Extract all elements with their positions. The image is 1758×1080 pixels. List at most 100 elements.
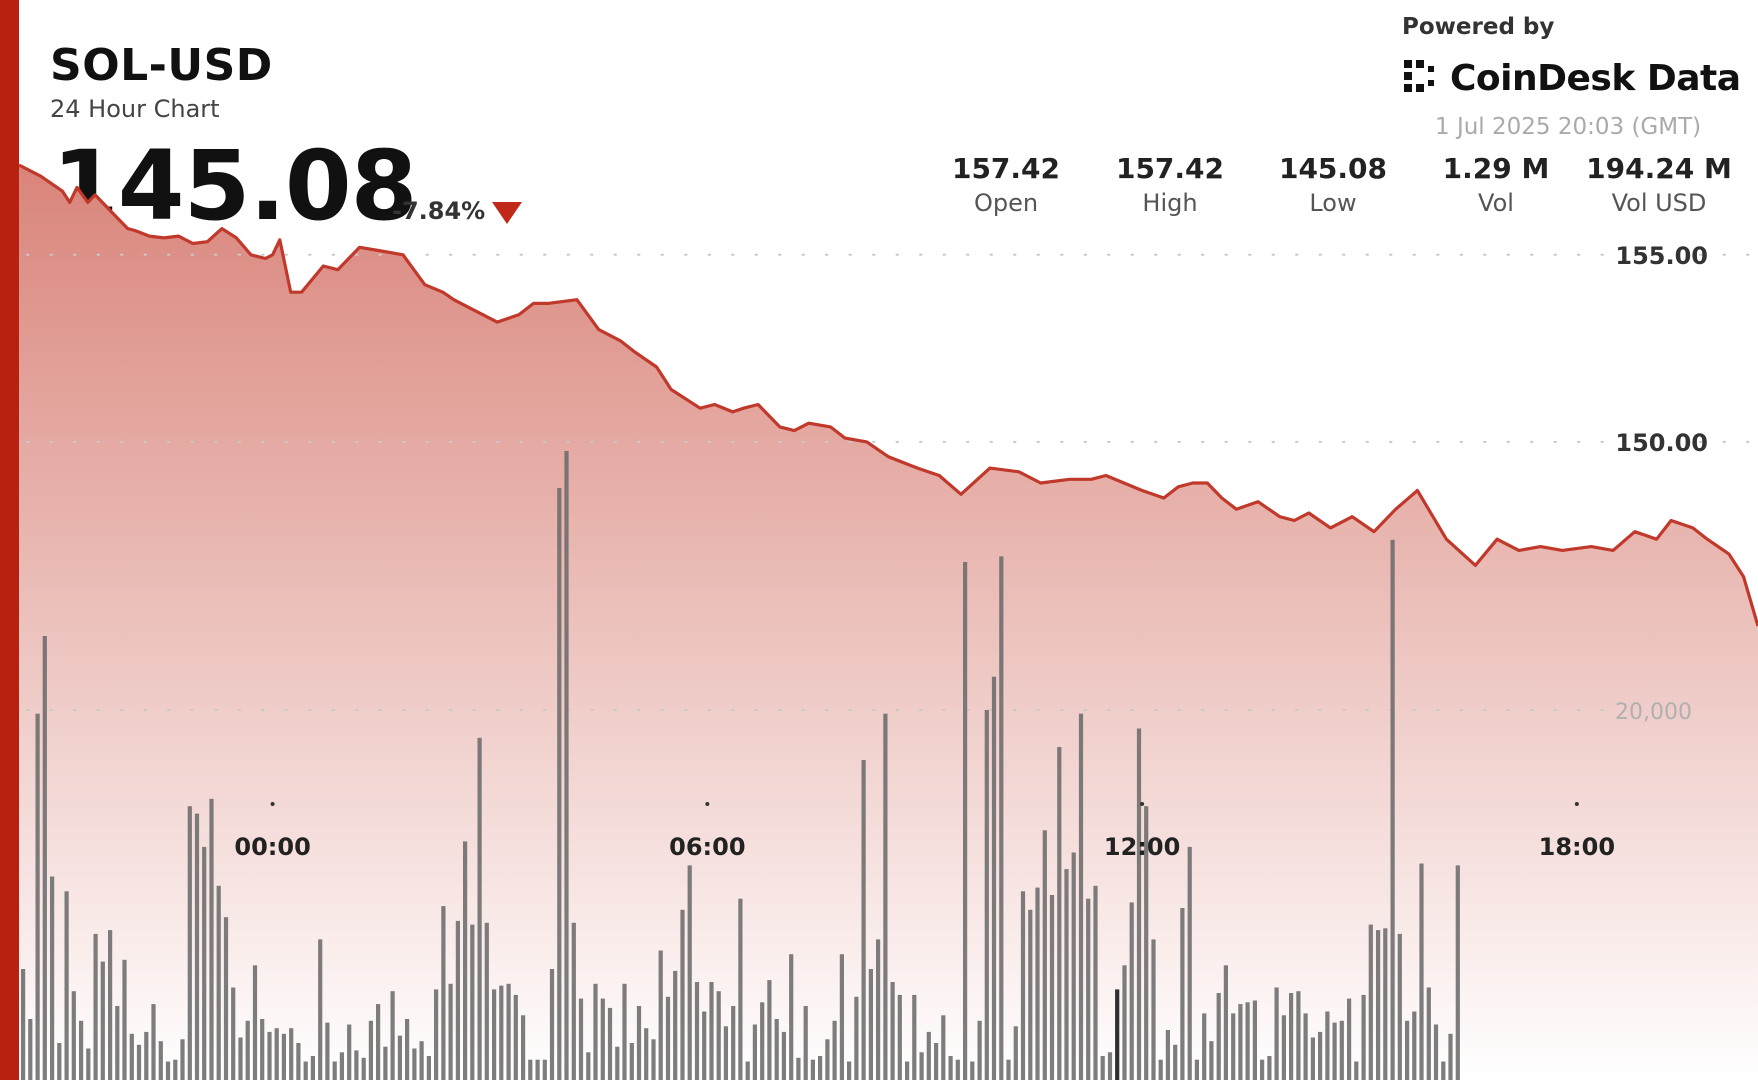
label-layer: 155.00 150.00 20,000 00:00 06:00 12:00 18:00	[234, 242, 1708, 861]
x-tick-mark	[1140, 802, 1145, 806]
volume-bar	[926, 1031, 931, 1080]
volume-bar	[521, 1015, 526, 1080]
volume-bar	[738, 898, 743, 1080]
volume-bar	[296, 1043, 301, 1080]
volume-bar	[1173, 1044, 1178, 1080]
area-layer	[19, 165, 1758, 1080]
price-area	[19, 165, 1758, 1080]
volume-bar	[1383, 928, 1388, 1080]
volume-bar	[673, 970, 678, 1080]
volume-bar	[79, 1020, 84, 1080]
volume-bar	[818, 1056, 823, 1080]
volume-bar	[1071, 852, 1076, 1080]
volume-bar	[687, 865, 692, 1080]
volume-bar	[57, 1043, 62, 1080]
volume-bar	[1049, 895, 1055, 1080]
volume-bar	[1368, 924, 1373, 1080]
y-tick-label: 155.00	[1615, 242, 1708, 270]
volume-bar	[752, 1024, 757, 1080]
volume-bar	[1151, 939, 1156, 1080]
volume-bar	[42, 636, 47, 1080]
volume-bar	[332, 1061, 337, 1080]
volume-bar	[977, 1020, 982, 1080]
accent-bar	[0, 0, 19, 1080]
volume-bar	[578, 998, 584, 1080]
volume-bar	[948, 1056, 953, 1080]
volume-bar	[694, 982, 700, 1080]
volume-bar	[71, 991, 76, 1080]
volume-bar	[1332, 1022, 1337, 1080]
brand-name: CoinDesk Data	[1450, 57, 1741, 99]
volume-bar	[1339, 1020, 1344, 1080]
volume-bar	[1158, 1059, 1163, 1080]
brand: CoinDesk Data	[1400, 56, 1741, 100]
volume-bar	[238, 1037, 243, 1080]
volume-bar	[274, 1028, 279, 1080]
volume-bar	[144, 1031, 149, 1080]
volume-bar	[390, 991, 395, 1080]
volume-bar	[644, 1028, 649, 1080]
stat-high: 157.42 High	[1090, 152, 1250, 217]
volume-bar	[1057, 747, 1062, 1080]
volume-bar	[1325, 1011, 1330, 1080]
volume-bar	[774, 1019, 779, 1080]
volume-bar	[1289, 993, 1294, 1080]
volume-bar	[571, 922, 576, 1080]
volume-bar	[528, 1059, 533, 1080]
volume-bar	[796, 1057, 801, 1080]
volume-bar	[1064, 869, 1069, 1080]
volume-bar	[158, 1041, 163, 1080]
volume-bar	[21, 969, 26, 1080]
powered-by-label: Powered by	[1402, 14, 1555, 40]
volume-bar	[941, 1015, 946, 1080]
x-tick-label: 12:00	[1104, 833, 1180, 861]
volume-bar	[1433, 1024, 1439, 1080]
volume-bar	[832, 1020, 837, 1080]
volume-bar	[194, 813, 200, 1080]
volume-bar	[347, 1024, 352, 1080]
volume-bar	[1115, 989, 1120, 1080]
volume-bar	[984, 710, 989, 1080]
volume-bar	[108, 930, 113, 1080]
volume-bar	[1180, 908, 1185, 1080]
volume-bar	[252, 965, 258, 1080]
volume-bar	[1390, 539, 1395, 1080]
x-tick-label: 18:00	[1539, 833, 1615, 861]
volume-bar	[1274, 987, 1279, 1080]
volume-bar	[1376, 930, 1381, 1080]
volume-bar	[492, 989, 497, 1080]
volume-bar	[448, 983, 453, 1080]
volume-bar	[361, 1057, 366, 1080]
volume-bar	[600, 998, 605, 1080]
volume-bar	[1093, 885, 1098, 1080]
volume-bar	[1223, 965, 1228, 1080]
volume-bar	[310, 1056, 315, 1080]
volume-bar	[115, 1006, 120, 1080]
price-line	[18, 163, 1758, 627]
volume-bar	[434, 989, 439, 1080]
volume-bar	[303, 1061, 308, 1080]
volume-bar	[1310, 1037, 1315, 1080]
stat-value: 1.29 M	[1442, 152, 1550, 185]
volume-bar	[187, 806, 192, 1080]
volume-bar	[1136, 728, 1142, 1080]
volume-bar	[223, 917, 229, 1080]
symbol-title: SOL-USD	[50, 40, 273, 91]
volume-bar	[781, 1031, 786, 1080]
volume-bar	[1042, 830, 1047, 1080]
volume-bar	[289, 1028, 294, 1080]
volume-bar	[586, 1052, 591, 1080]
volume-bar	[709, 982, 714, 1080]
volume-bar	[1100, 1056, 1105, 1080]
volume-bar	[767, 980, 772, 1080]
volume-bar	[455, 920, 460, 1080]
volume-bar	[1412, 1011, 1417, 1080]
volume-bar	[1397, 933, 1402, 1080]
volume-bar	[854, 996, 859, 1080]
grid-layer	[26, 253, 1758, 711]
volume-bar	[665, 996, 671, 1080]
volume-bar	[499, 985, 504, 1080]
volume-bar	[622, 983, 627, 1080]
volume-bar	[419, 1041, 424, 1080]
timestamp: 1 Jul 2025 20:03 (GMT)	[1435, 114, 1702, 140]
